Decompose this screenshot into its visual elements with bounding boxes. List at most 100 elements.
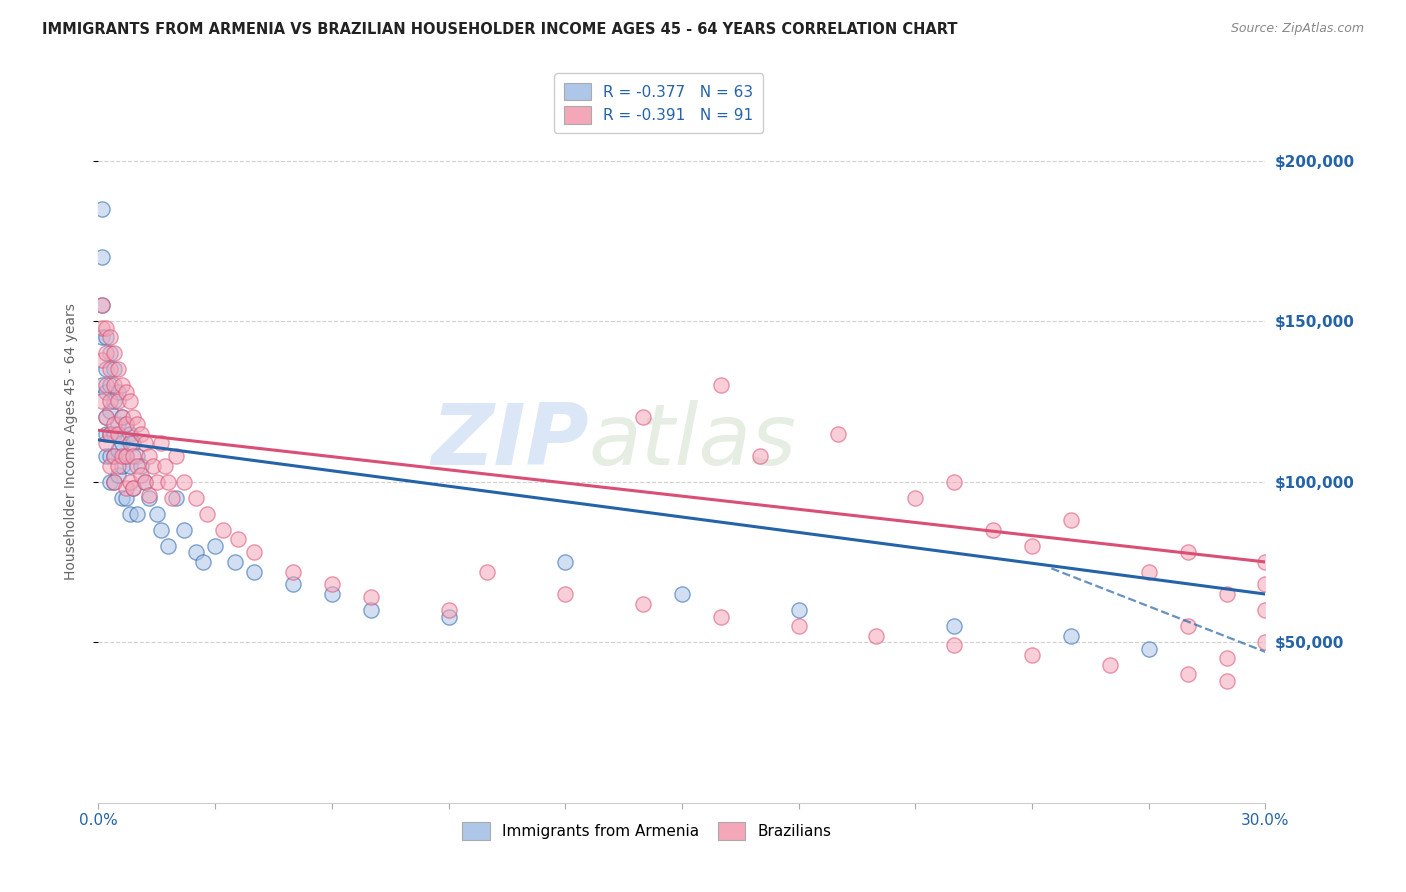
Point <box>146 475 169 489</box>
Point <box>96 378 118 392</box>
Point <box>103 449 125 463</box>
Point <box>103 475 125 489</box>
Point <box>114 384 136 399</box>
Point <box>118 458 141 473</box>
Point <box>91 298 114 312</box>
Point <box>162 491 184 505</box>
Point <box>1254 555 1277 569</box>
Point <box>91 298 114 312</box>
Point <box>1254 577 1277 591</box>
Point <box>114 417 136 431</box>
Point <box>1215 651 1237 665</box>
Point <box>360 591 382 605</box>
Point <box>943 619 966 633</box>
Point <box>138 491 160 505</box>
Point <box>98 404 121 418</box>
Point <box>103 426 125 441</box>
Point <box>107 442 129 457</box>
Point <box>321 577 343 591</box>
Point <box>118 507 141 521</box>
Point <box>122 481 145 495</box>
Point <box>943 475 966 489</box>
Point <box>98 449 121 463</box>
Point <box>96 346 118 360</box>
Point <box>103 394 125 409</box>
Point <box>554 555 576 569</box>
Point <box>103 346 125 360</box>
Point <box>157 539 180 553</box>
Point <box>165 449 187 463</box>
Point <box>127 449 149 463</box>
Point <box>107 384 129 399</box>
Point <box>787 619 810 633</box>
Point <box>134 475 156 489</box>
Point <box>98 362 121 376</box>
Point <box>122 436 145 450</box>
Point <box>1254 603 1277 617</box>
Point <box>98 394 121 409</box>
Point <box>134 436 156 450</box>
Point <box>787 603 810 617</box>
Point <box>904 491 927 505</box>
Text: ZIP: ZIP <box>430 400 589 483</box>
Point <box>1177 667 1199 681</box>
Point <box>111 458 134 473</box>
Point <box>91 394 114 409</box>
Point <box>865 629 887 643</box>
Point <box>138 449 160 463</box>
Point <box>107 468 129 483</box>
Point <box>96 436 118 450</box>
Point <box>107 394 129 409</box>
Y-axis label: Householder Income Ages 45 - 64 years: Householder Income Ages 45 - 64 years <box>63 303 77 580</box>
Point <box>91 330 114 344</box>
Point <box>477 565 499 579</box>
Point <box>224 555 246 569</box>
Point <box>360 603 382 617</box>
Point <box>122 449 145 463</box>
Point <box>118 436 141 450</box>
Point <box>98 346 121 360</box>
Point <box>437 609 460 624</box>
Point <box>184 545 207 559</box>
Point <box>103 378 125 392</box>
Point <box>1254 635 1277 649</box>
Point <box>107 426 129 441</box>
Text: atlas: atlas <box>589 400 797 483</box>
Point <box>127 507 149 521</box>
Point <box>1021 539 1043 553</box>
Point <box>173 523 195 537</box>
Point <box>96 449 118 463</box>
Point <box>943 639 966 653</box>
Point <box>98 330 121 344</box>
Point <box>193 555 215 569</box>
Point <box>96 410 118 425</box>
Point <box>1137 641 1160 656</box>
Point <box>122 481 145 495</box>
Point <box>107 417 129 431</box>
Point <box>127 458 149 473</box>
Point <box>281 565 304 579</box>
Point <box>114 417 136 431</box>
Text: IMMIGRANTS FROM ARMENIA VS BRAZILIAN HOUSEHOLDER INCOME AGES 45 - 64 YEARS CORRE: IMMIGRANTS FROM ARMENIA VS BRAZILIAN HOU… <box>42 22 957 37</box>
Point <box>1098 657 1121 672</box>
Point <box>91 202 114 216</box>
Point <box>631 597 654 611</box>
Point <box>146 507 169 521</box>
Point <box>129 468 152 483</box>
Point <box>96 384 118 399</box>
Point <box>91 352 114 367</box>
Point <box>96 362 118 376</box>
Point <box>103 362 125 376</box>
Point <box>437 603 460 617</box>
Point <box>149 436 172 450</box>
Point <box>118 426 141 441</box>
Point <box>129 458 152 473</box>
Point <box>554 587 576 601</box>
Point <box>149 523 172 537</box>
Point <box>96 426 118 441</box>
Point <box>98 458 121 473</box>
Point <box>1215 587 1237 601</box>
Point <box>228 533 250 547</box>
Point <box>118 394 141 409</box>
Point <box>96 330 118 344</box>
